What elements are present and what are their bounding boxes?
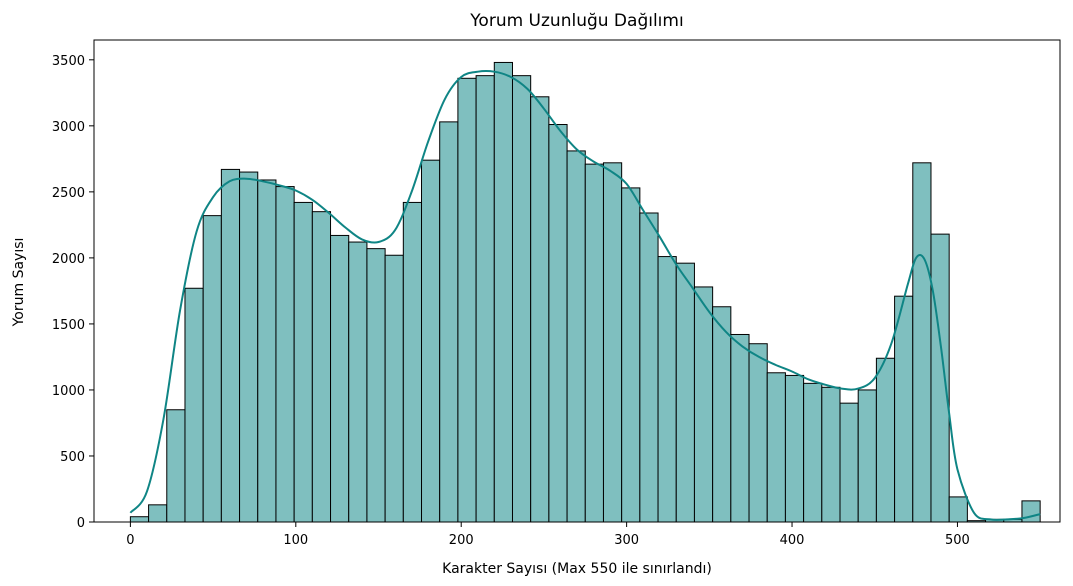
y-tick-label: 2000 <box>52 252 85 267</box>
histogram-bar <box>511 75 532 523</box>
histogram-bar <box>657 256 677 523</box>
histogram-bar <box>239 171 259 523</box>
x-tick-label: 500 <box>945 533 970 548</box>
histogram-bar <box>257 179 277 523</box>
histogram-bar <box>384 254 404 523</box>
histogram-bar <box>748 343 768 523</box>
histogram-bar <box>421 159 441 523</box>
bars-group <box>129 61 1041 523</box>
x-tick-label: 400 <box>780 533 805 548</box>
y-tick-label: 3000 <box>52 120 85 135</box>
x-tick-label: 300 <box>614 533 639 548</box>
x-axis-ticks: 0 100 200 300 400 500 <box>126 522 970 548</box>
histogram-bar <box>475 75 495 523</box>
y-axis-label: Yorum Sayısı <box>11 238 27 328</box>
histogram-bar <box>803 382 823 523</box>
y-tick-label: 500 <box>60 450 85 465</box>
histogram-bar <box>202 215 222 523</box>
histogram-bar <box>875 357 896 523</box>
histogram-bar <box>784 374 805 523</box>
histogram-bar <box>584 163 604 523</box>
x-tick-label: 0 <box>126 533 134 548</box>
histogram-bar <box>621 187 641 523</box>
histogram-bar <box>602 162 623 523</box>
histogram-bar <box>148 504 168 523</box>
plot-frame <box>93 39 1061 523</box>
histogram-bar <box>275 186 295 523</box>
histogram-bar <box>675 262 695 523</box>
y-axis-ticks: 0 500 1000 1500 2000 2500 3000 3500 <box>52 54 94 531</box>
histogram-bar <box>330 234 350 523</box>
histogram-bar <box>129 516 150 523</box>
histogram-bar <box>220 168 241 523</box>
kde-curve <box>129 70 1041 521</box>
x-axis-label: Karakter Sayısı (Max 550 ile sınırlandı) <box>442 561 712 577</box>
histogram-bar <box>766 372 786 523</box>
histogram-bar <box>184 287 204 523</box>
y-tick-label: 2500 <box>52 186 85 201</box>
histogram-bar <box>712 306 732 523</box>
histogram-bar <box>439 121 459 523</box>
chart-title: Yorum Uzunluğu Dağılımı <box>469 11 683 31</box>
y-tick-label: 1500 <box>52 318 85 333</box>
histogram-bar <box>839 402 859 523</box>
histogram-bar <box>311 211 332 523</box>
y-tick-label: 1000 <box>52 384 85 399</box>
histogram-bar <box>530 96 550 523</box>
histogram-bar <box>730 333 750 523</box>
histogram-bar <box>930 233 950 523</box>
histogram-bar <box>366 248 386 523</box>
histogram-bar <box>639 212 659 523</box>
x-tick-label: 200 <box>449 533 474 548</box>
histogram-bar <box>693 286 714 523</box>
histogram-bar <box>566 150 586 523</box>
x-tick-label: 100 <box>283 533 308 548</box>
histogram-bar <box>348 241 368 523</box>
histogram-bar <box>493 61 513 523</box>
histogram-bar <box>821 386 841 523</box>
histogram-bar <box>457 77 477 523</box>
y-tick-label: 3500 <box>52 54 85 69</box>
histogram-bar <box>548 124 568 523</box>
histogram-bar <box>948 496 968 523</box>
histogram-bar <box>857 389 877 523</box>
histogram-bar <box>293 201 313 523</box>
histogram-bar <box>402 201 423 523</box>
y-tick-label: 0 <box>77 516 85 531</box>
histogram-bar <box>912 162 932 523</box>
histogram-bar <box>894 295 914 523</box>
histogram-bar <box>166 409 186 523</box>
